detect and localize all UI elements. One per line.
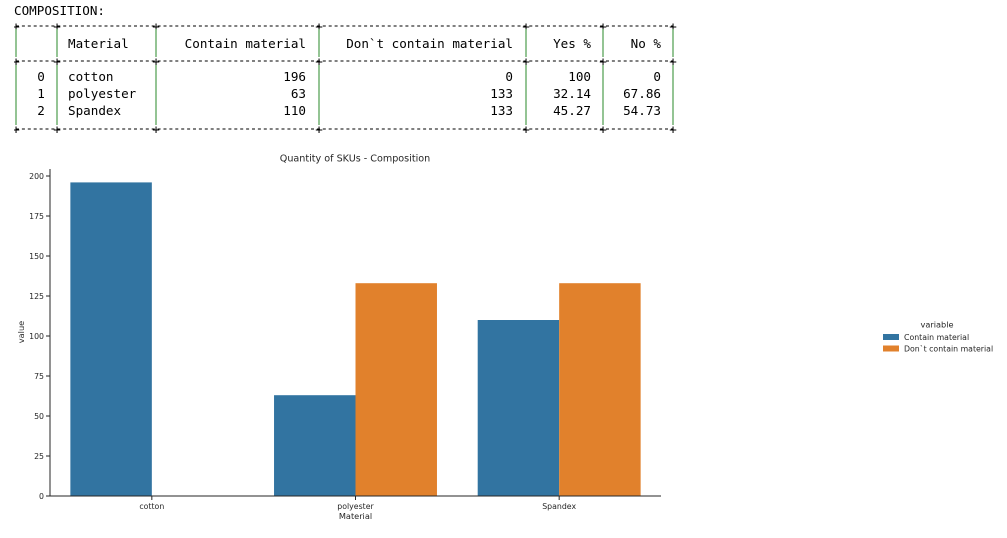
legend-label: Contain material [904,333,969,342]
table-cell: 32.14 [553,86,591,101]
y-tick-label: 75 [34,372,44,381]
table-header-cell: Yes % [553,36,591,51]
table-cell: 196 [283,69,306,84]
chart-title: Quantity of SKUs - Composition [280,154,430,165]
y-tick-label: 175 [29,212,44,221]
y-tick-label: 200 [29,172,44,181]
table-border-junction: + [315,19,323,33]
legend-swatch [883,334,899,340]
table-cell: 67.86 [623,86,661,101]
x-tick-label: cotton [139,502,164,511]
table-cell: 45.27 [553,103,591,118]
y-axis-ticks: 0 25 50 75 100 125 150 175 200 [29,172,50,501]
table-header-cell: No % [631,36,662,51]
table-borders: + + + + + + + + + + + + + + + + + + + + + [14,19,677,136]
table-border-junction: + [53,53,61,68]
table-cell: 2 [37,103,45,118]
table-border-junction: + [315,121,323,136]
table-cell: 133 [490,86,513,101]
table-border-junction: + [599,121,607,136]
y-tick-label: 0 [39,492,44,501]
chart-legend: variable Contain material Don`t contain m… [883,320,993,354]
table-border-junction: + [669,53,677,68]
chart-canvas: Quantity of SKUs - Composition value Mat… [16,154,993,522]
table-border-junction: + [315,53,323,68]
chart-axes [49,169,661,497]
table-cell: 0 [505,69,513,84]
table-cell: 133 [490,103,513,118]
table-cell: polyester [68,86,137,101]
table-border-junction: + [599,19,607,33]
y-tick-label: 100 [29,332,44,341]
table-body: 0 cotton 196 0 100 0 1 polyester 63 133 32.14 67.86… [37,69,661,118]
table-cell: 54.73 [623,103,661,118]
bar [559,283,641,496]
bar [274,395,356,496]
table-border-junction: + [14,53,20,68]
y-tick-label: 125 [29,292,44,301]
x-axis-ticks: cotton polyester Spandex [139,496,576,511]
table-border-junction: + [522,53,530,68]
table-border-junction: + [53,121,61,136]
y-axis-label: value [16,321,26,343]
y-tick-label: 150 [29,252,44,261]
ascii-table: + + + + + + + + + + + + + + + + + + + + + Material Contain ma… [14,19,677,136]
x-tick-label: Spandex [542,502,576,511]
table-border-junction: + [669,19,677,33]
table-header-cell: Material [68,36,129,51]
table-row: 2 Spandex 110 133 45.27 54.73 [37,103,661,118]
composition-table: + + + + + + + + + + + + + + + + + + + + + Material Contain ma… [14,19,694,137]
table-cell: Spandex [68,103,121,118]
legend-swatch [883,345,899,352]
y-tick-label: 50 [34,412,44,421]
table-border-junction: + [14,19,20,33]
composition-bar-chart: Quantity of SKUs - Composition value Mat… [0,145,1007,538]
table-header-cell: Don`t contain material [346,36,513,51]
x-axis-label: Material [339,511,372,521]
table-border-junction: + [53,19,61,33]
table-cell: 1 [37,86,45,101]
table-cell: 0 [653,69,661,84]
table-cell: 63 [291,86,306,101]
bar [355,283,437,496]
bar [70,182,152,496]
table-border-junction: + [599,53,607,68]
table-header-row: Material Contain material Don`t contain ma… [68,36,661,51]
table-cell: cotton [68,69,114,84]
table-cell: 0 [37,69,45,84]
table-row: 1 polyester 63 133 32.14 67.86 [37,86,661,101]
table-border-junction: + [152,121,160,136]
table-border-junction: + [522,19,530,33]
table-header-cell: Contain material [185,36,306,51]
table-cell: 110 [283,103,306,118]
table-border-junction: + [152,19,160,33]
bar [477,320,560,496]
legend-label: Don`t contain material [904,345,993,354]
bar-series [70,182,641,496]
table-row: 0 cotton 196 0 100 0 [37,69,661,84]
table-border-junction: + [522,121,530,136]
legend-title: variable [920,320,953,330]
table-border-junction: + [152,53,160,68]
y-tick-label: 25 [34,452,44,461]
table-border-junction: + [669,121,677,136]
table-border-junction: + [14,121,20,136]
x-tick-label: polyester [337,502,374,511]
table-cell: 100 [568,69,591,84]
output-heading: COMPOSITION: [14,3,105,18]
